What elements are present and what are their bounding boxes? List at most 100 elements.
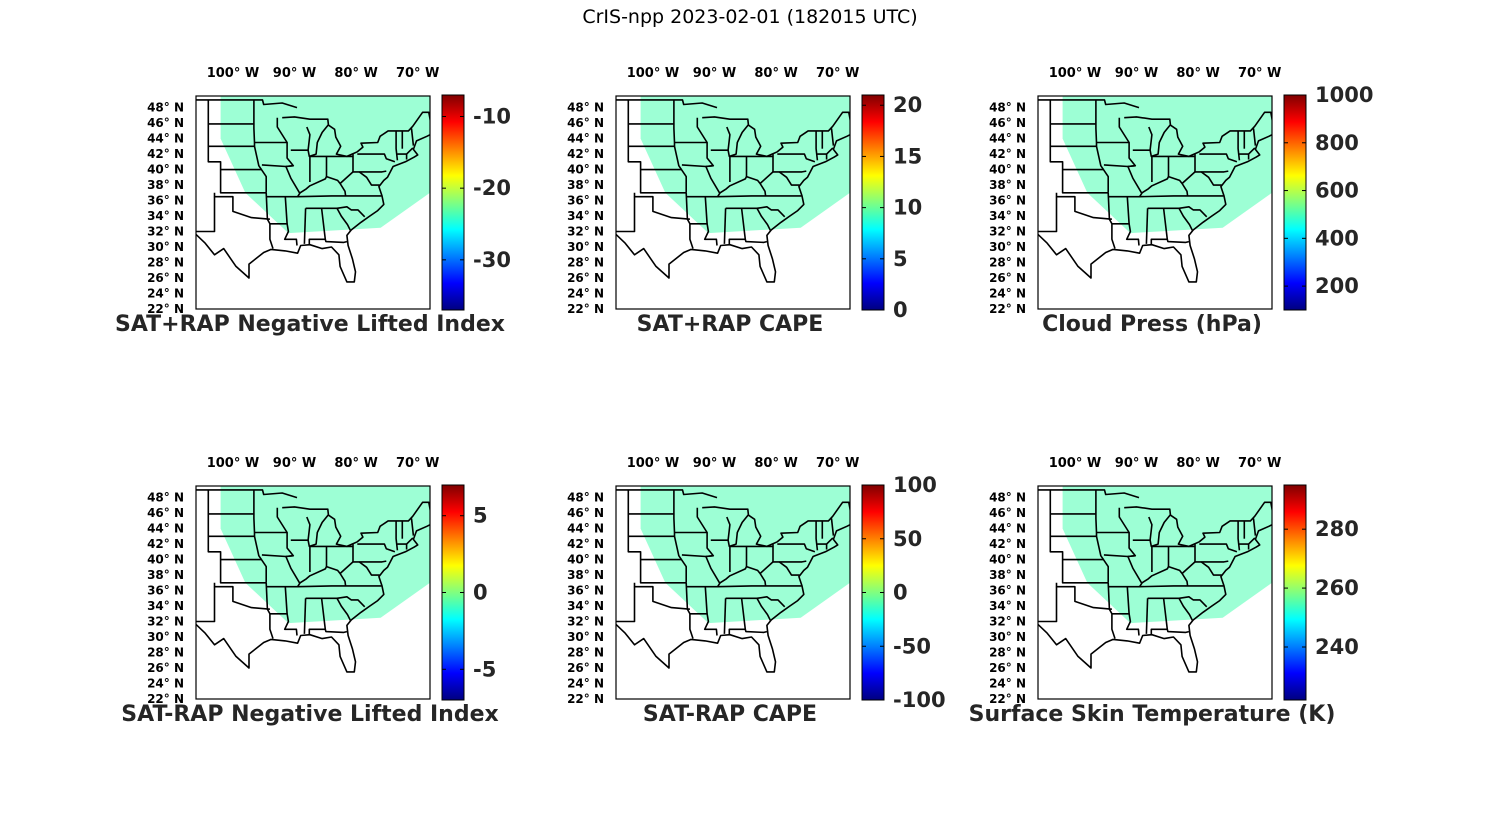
boundary-line (616, 99, 718, 109)
lat-tick-label: 48° N (147, 101, 184, 115)
lon-tick-label: 80° W (1176, 456, 1219, 471)
lon-tick-label: 90° W (273, 456, 316, 471)
lon-tick-label: 80° W (334, 66, 377, 81)
boundary-line (1181, 171, 1196, 185)
boundary-line (830, 128, 835, 146)
boundary-line (395, 520, 399, 551)
colorbar-tick-label: -50 (893, 634, 931, 658)
data-swath (640, 486, 850, 624)
boundary-line (1038, 523, 1272, 673)
boundary-line (723, 598, 727, 634)
map-plot: 100° W 90° W 80° W 70° W 48° N46° N 44° N42° … (567, 456, 946, 712)
boundary-line (627, 489, 687, 584)
panel-title: SAT+RAP Negative Lifted Index (115, 312, 505, 337)
lat-tick-label: 30° N (567, 630, 604, 644)
swath-region (220, 486, 430, 624)
boundary-line (1252, 128, 1257, 146)
boundary-line (285, 554, 301, 584)
state-boundaries (196, 489, 430, 673)
lat-tick-label: 36° N (989, 194, 1026, 208)
lat-tick-label: 34° N (567, 209, 604, 223)
boundary-line (358, 171, 380, 186)
panel-title: Cloud Press (hPa) (1042, 312, 1262, 337)
boundary-line (196, 133, 430, 283)
data-swath (220, 486, 430, 624)
boundary-line (756, 597, 772, 622)
lon-tick-label: 90° W (1115, 66, 1158, 81)
lat-tick-label: 38° N (567, 568, 604, 582)
state-boundaries (616, 99, 850, 283)
boundary-line (1049, 99, 1109, 194)
boundary-line (627, 99, 687, 194)
boundary-line (616, 133, 850, 283)
lat-tick-label: 38° N (147, 568, 184, 582)
boundary-line (716, 175, 767, 198)
boundary-line (213, 582, 270, 610)
boundary-line (1200, 561, 1222, 576)
lat-tick-label: 34° N (989, 599, 1026, 613)
map-frame (195, 485, 431, 700)
lat-tick-label: 34° N (147, 599, 184, 613)
lon-tick-label: 70° W (1238, 66, 1281, 81)
colorbar-tick-label: 280 (1315, 517, 1359, 541)
lat-tick-label: 22° N (989, 692, 1026, 706)
boundary-line (777, 543, 816, 553)
lat-tick-label: 48° N (147, 491, 184, 505)
colorbar-tick-label: -30 (473, 248, 511, 272)
boundary-line (747, 111, 850, 158)
map-plot: 100° W 90° W 80° W 70° W 48° N46° N 44° N42° … (989, 66, 1373, 316)
swath-region (220, 96, 430, 234)
lat-tick-label: 40° N (147, 553, 184, 567)
boundary-line (1163, 596, 1208, 608)
lat-tick-label: 36° N (989, 584, 1026, 598)
colorbar-tick-label: -20 (473, 176, 511, 200)
lat-tick-label: 32° N (567, 225, 604, 239)
lat-tick-label: 40° N (567, 553, 604, 567)
boundary-line (744, 239, 768, 244)
lat-tick-label: 38° N (567, 178, 604, 192)
lat-tick-label: 26° N (989, 661, 1026, 675)
lat-tick-label: 22° N (567, 302, 604, 316)
boundary-line (266, 195, 382, 198)
lat-tick-label: 42° N (989, 147, 1026, 161)
boundary-line (276, 117, 288, 143)
lat-tick-label: 44° N (989, 132, 1026, 146)
colorbar (441, 94, 465, 311)
lon-tick-label: 70° W (1238, 456, 1281, 471)
lat-tick-label: 24° N (147, 677, 184, 691)
boundary-line (358, 561, 380, 576)
boundary-line (213, 192, 270, 220)
colorbar-tick-label: 260 (1315, 576, 1359, 600)
panel-cloud-press: 100° W 90° W 80° W 70° W 48° N 46° N 44° N 42° … (912, 60, 1392, 370)
boundary-line (1124, 116, 1172, 158)
boundary-line (1118, 507, 1130, 533)
boundary-line (702, 506, 750, 548)
boundary-line (283, 586, 298, 636)
lat-tick-label: 34° N (567, 599, 604, 613)
boundary-line (1237, 130, 1241, 161)
boundary-line (1049, 489, 1109, 584)
lat-tick-label: 22° N (147, 302, 184, 316)
boundary-line (327, 501, 430, 548)
lat-tick-label: 38° N (147, 178, 184, 192)
boundary-line (1199, 153, 1238, 163)
lon-tick-label: 70° W (396, 66, 439, 81)
lat-tick-label: 28° N (147, 646, 184, 660)
colorbar-tick-label: -100 (893, 688, 946, 712)
boundary-line (1095, 489, 1109, 583)
lat-tick-label: 22° N (989, 302, 1026, 316)
boundary-line (703, 196, 718, 246)
lat-tick-label: 28° N (989, 646, 1026, 660)
boundary-line (1138, 175, 1189, 198)
colorbar (1283, 94, 1307, 311)
boundary-line (741, 596, 786, 608)
lon-tick-label: 100° W (627, 66, 680, 81)
lat-tick-label: 26° N (147, 271, 184, 285)
lat-tick-label: 22° N (567, 692, 604, 706)
boundary-line (1145, 208, 1149, 244)
map-plot: 100° W 90° W 80° W 70° W 48° N46° N 44° N42° … (147, 66, 511, 316)
lon-tick-label: 100° W (1049, 66, 1102, 81)
lat-tick-label: 34° N (147, 209, 184, 223)
boundary-line (1125, 586, 1140, 636)
colorbar-tick-label: 800 (1315, 131, 1359, 155)
